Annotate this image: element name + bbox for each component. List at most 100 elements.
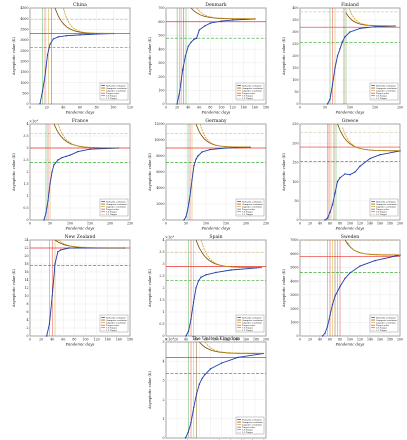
legend-box <box>369 198 399 217</box>
richards-point <box>359 265 361 267</box>
richards-point <box>41 90 44 92</box>
richards-point <box>336 180 339 183</box>
x-tick-label: 20 <box>308 222 312 226</box>
y-tick-label: 0 <box>162 102 164 106</box>
legend-entry: 0.8 Target <box>242 327 253 330</box>
richards-point <box>190 318 192 320</box>
y-tick-label: 4000 <box>290 279 298 283</box>
legend-entry: 0.8 Target <box>376 327 387 330</box>
x-tick-label: 60 <box>78 106 82 110</box>
y-tick-label: 200 <box>292 54 298 58</box>
x-axis-label: Pandemic days <box>65 110 95 115</box>
richards-point <box>334 192 336 194</box>
legend-entry: 0.8 Target <box>242 95 253 98</box>
y-tick-label: 22 <box>24 246 28 250</box>
richards-point <box>195 287 197 289</box>
y-tick-label: 600 <box>158 20 164 24</box>
x-tick-label: 40 <box>184 338 188 342</box>
legend-entry: 0.8 Target <box>242 211 253 214</box>
y-tick-label: 400 <box>292 6 298 10</box>
y-tick-label: 0 <box>162 436 164 440</box>
x-tick-label: 20 <box>174 338 178 342</box>
y-axis-label: Asymptotic value (K) <box>148 152 152 192</box>
x-tick-label: 160 <box>116 338 122 342</box>
x-tick-label: 150 <box>372 106 378 110</box>
richards-point <box>344 36 346 38</box>
legend-box <box>235 82 265 101</box>
legend-entry: Gompertz evolution <box>376 203 397 206</box>
richards-curve <box>324 150 401 221</box>
legend-entry: 1.2 Target <box>106 329 117 332</box>
richards-point <box>200 276 202 278</box>
y-tick-label: 0 <box>296 218 298 222</box>
richards-point <box>198 383 201 385</box>
x-tick-label: 150 <box>87 222 93 226</box>
y-tick-label: 350 <box>292 18 298 22</box>
y-tick-label: 14 <box>24 278 28 282</box>
x-tick-label: 60 <box>61 338 65 342</box>
y-axis-label: Asymptotic value (K) <box>282 268 286 308</box>
richards-point <box>49 43 51 45</box>
x-tick-label: 200 <box>397 106 403 110</box>
logistics-curve <box>57 123 118 149</box>
y-tick-label: 100 <box>292 78 298 82</box>
x-tick-label: 250 <box>127 222 133 226</box>
y-tick-label: 1 <box>162 417 164 421</box>
legend-entry: Target value <box>242 208 256 211</box>
x-axis-label: Pandemic days <box>335 226 365 231</box>
richards-curve <box>183 146 251 221</box>
y-tick-label: 3000 <box>290 293 298 297</box>
richards-point <box>197 155 199 157</box>
x-tick-label: 0 <box>165 338 167 342</box>
x-tick-label: 20 <box>39 338 43 342</box>
y-tick-label: 3 <box>26 146 28 150</box>
richards-point <box>354 171 356 173</box>
panel-china: 0 500 1000 1500 2000 2500 3000 3500 4000 4500 0 20 4… <box>12 2 133 114</box>
panel-denmark: 0 100 200 300 400 500 600 700 0 20 40 60 80 100 120 140… <box>148 2 269 114</box>
legend-entry: Gompertz evolution <box>242 319 263 322</box>
y-tick-label: 2 <box>26 170 28 174</box>
richards-point <box>184 437 187 439</box>
richards-point <box>201 377 203 380</box>
richards-point <box>195 37 198 39</box>
legend-entry: 1.2 Target <box>376 329 387 332</box>
richards-point <box>190 421 192 424</box>
y-tick-label: 4 <box>26 318 28 322</box>
x-tick-label: 200 <box>243 222 249 226</box>
richards-point <box>53 164 55 166</box>
legend-entry: Gompertz evolution <box>106 203 127 206</box>
legend-entry: Gompertz evolution <box>242 421 263 424</box>
legend-entry: Logistics evolution <box>106 205 126 208</box>
richards-point <box>69 154 71 156</box>
x-tick-label: 250 <box>263 222 269 226</box>
x-tick-label: 120 <box>230 106 236 110</box>
x-tick-label: 100 <box>347 222 353 226</box>
richards-point <box>230 269 232 271</box>
legend-entry: Logistics evolution <box>376 321 396 324</box>
y-tick-label: 150 <box>292 66 298 70</box>
richards-point <box>344 277 346 280</box>
logistics-curve <box>62 7 114 34</box>
x-tick-label: 20 <box>308 338 312 342</box>
x-tick-label: 40 <box>318 338 322 342</box>
richards-point <box>51 295 53 297</box>
y-tick-label: 10000 <box>154 138 164 142</box>
richards-point <box>59 249 62 251</box>
richards-point <box>179 89 181 91</box>
y-tick-label: 0.5 <box>23 206 28 210</box>
richards-point <box>334 295 336 297</box>
y-tick-label: 2.5 <box>159 274 164 278</box>
richards-point <box>197 280 200 282</box>
richards-point <box>209 148 211 151</box>
legend-entry: Richards evolution <box>242 418 262 421</box>
logistics-curve <box>57 239 125 248</box>
x-tick-label: 50 <box>184 222 188 226</box>
y-tick-label: 0.5 <box>159 322 164 326</box>
x-tick-label: 60 <box>197 106 201 110</box>
y-tick-label: 300 <box>292 30 298 34</box>
x-tick-label: 180 <box>127 338 133 342</box>
legend-entry: Target value <box>376 92 390 95</box>
y-tick-label: 4 <box>162 238 164 242</box>
richards-point <box>336 55 339 57</box>
